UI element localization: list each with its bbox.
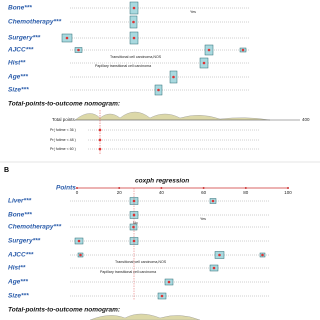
selected-dot [65,36,69,40]
selected-dot [167,280,171,284]
probability-label: Pr( futime < 36 ) [50,128,76,132]
total-points-label: Total points [52,117,76,122]
selected-dot [79,253,82,257]
probability-label: Pr( futime < 48 ) [50,138,76,142]
variable-label: Size*** [8,293,29,300]
points-tick [118,187,121,189]
variable-label: Bone*** [8,212,32,219]
points-tick-label: 40 [159,190,165,195]
variable-label: Hist** [8,60,26,67]
variable-label: Surgery*** [8,35,41,42]
selected-dot [241,48,245,52]
points-tick [76,187,78,189]
variable-label: Liver*** [8,198,32,205]
selected-dot [218,253,221,257]
variable-label: Hist** [8,265,26,272]
variable-label: Size*** [8,87,29,94]
points-tick-label: 100 [284,190,292,195]
selected-dot [132,20,135,24]
density [89,313,201,320]
variable-label: Chemotherapy*** [8,224,62,231]
regression-title: coxph regression [135,178,189,185]
selected-dot [132,36,136,40]
note: Yes [190,10,196,14]
selected-dot [132,213,136,217]
total-tick: 400 [302,117,310,122]
selected-dot [207,48,211,52]
selected-dot [202,61,206,65]
points-tick-label: 20 [117,190,123,195]
selected-dot [77,239,81,243]
selected-dot [172,75,175,79]
variable-label: AJCC*** [7,47,34,54]
points-label: Points [56,185,76,192]
points-tick [160,187,163,189]
nomogram-title: Total-points-to-outcome nomogram: [8,101,120,108]
points-tick-label: 0 [76,190,79,195]
probability-label: Pr( futime < 60 ) [50,147,76,151]
variable-label: Surgery*** [8,238,41,245]
selected-dot [157,88,160,92]
selected-dot [77,48,80,52]
nomogram-title: Total-points-to-outcome nomogram: [8,307,120,314]
variable-label: Age*** [7,74,28,81]
selected-dot [160,294,164,298]
panel-letter: B [4,167,9,174]
selected-dot [261,253,264,257]
note: Yes [200,217,206,221]
variable-label: AJCC*** [7,252,34,259]
density [74,111,271,121]
points-tick-label: 80 [243,190,249,195]
selected-dot [132,225,135,229]
note: Papillary transitional cell carcinoma [95,64,151,68]
points-tick [244,187,247,189]
points-tick-label: 60 [201,190,207,195]
points-tick [287,187,289,189]
note: Transitional cell carcinoma,NOS [110,55,162,59]
note: Papillary transitional cell carcinoma [100,270,156,274]
variable-label: Chemotherapy*** [8,19,62,26]
points-tick [202,187,205,189]
note: Transitional cell carcinoma,NOS [115,260,167,264]
variable-label: Age*** [7,279,28,286]
selected-dot [212,266,216,270]
selected-dot [132,6,136,10]
note: No [133,221,138,225]
variable-label: Bone*** [8,5,32,12]
selected-dot [211,199,215,203]
